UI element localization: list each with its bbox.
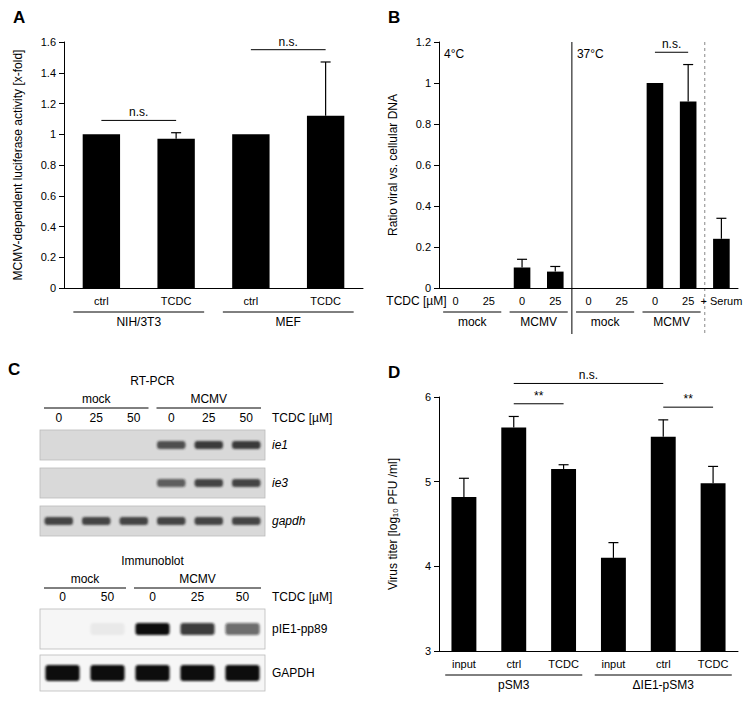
svg-text:1.2: 1.2 [416,36,431,48]
svg-text:37°C: 37°C [577,47,604,61]
svg-text:TCDC [µM]: TCDC [µM] [386,294,446,308]
svg-text:TCDC: TCDC [548,658,579,670]
svg-text:1.4: 1.4 [41,67,56,79]
svg-text:MCMV-dependent luciferase acti: MCMV-dependent luciferase activity [x-fo… [11,50,25,281]
svg-text:6: 6 [425,391,431,403]
svg-text:n.s.: n.s. [129,105,148,119]
svg-text:1: 1 [425,77,431,89]
svg-text:0: 0 [55,411,62,425]
svg-text:0: 0 [519,295,525,307]
svg-text:C: C [8,360,20,379]
svg-text:25: 25 [616,295,628,307]
svg-text:TCDC: TCDC [161,295,192,307]
svg-text:n.s.: n.s. [579,368,598,382]
svg-text:0: 0 [652,295,658,307]
svg-text:ie3: ie3 [272,476,288,490]
svg-text:GAPDH: GAPDH [272,666,315,680]
svg-text:**: ** [683,392,693,406]
svg-text:mock: mock [591,315,621,329]
svg-text:ctrl: ctrl [506,658,521,670]
svg-text:25: 25 [549,295,561,307]
svg-text:25: 25 [682,295,694,307]
svg-text:0.8: 0.8 [41,159,56,171]
svg-text:0: 0 [50,282,56,294]
svg-text:TCDC: TCDC [698,658,729,670]
svg-text:25: 25 [483,295,495,307]
svg-text:25: 25 [90,411,104,425]
svg-text:MCMV: MCMV [179,572,216,586]
svg-text:ΔIE1-pSM3: ΔIE1-pSM3 [633,678,695,692]
svg-text:A: A [13,8,25,27]
svg-text:pSM3: pSM3 [498,678,530,692]
svg-text:50: 50 [240,411,254,425]
svg-text:**: ** [534,389,544,403]
svg-text:n.s.: n.s. [279,35,298,49]
svg-text:0.2: 0.2 [41,251,56,263]
svg-text:50: 50 [236,590,250,604]
svg-text:4°C: 4°C [444,47,464,61]
svg-text:MCMV: MCMV [190,392,227,406]
svg-text:ie1: ie1 [272,438,288,452]
svg-text:0: 0 [59,590,66,604]
svg-text:50: 50 [127,411,141,425]
svg-text:n.s.: n.s. [662,37,681,51]
svg-text:0: 0 [425,282,431,294]
svg-text:D: D [388,363,400,382]
svg-text:TCDC: TCDC [310,295,341,307]
svg-text:0.4: 0.4 [416,200,431,212]
svg-text:Virus titer [log₁₀ PFU /ml]: Virus titer [log₁₀ PFU /ml] [386,458,400,590]
svg-text:0.4: 0.4 [41,221,56,233]
svg-text:input: input [601,658,625,670]
svg-text:input: input [452,658,476,670]
svg-text:0.2: 0.2 [416,241,431,253]
svg-text:ctrl: ctrl [244,295,259,307]
svg-text:mock: mock [82,392,112,406]
svg-text:ctrl: ctrl [94,295,109,307]
svg-text:5: 5 [425,476,431,488]
svg-text:TCDC [µM]: TCDC [µM] [272,590,332,604]
svg-text:pIE1-pp89: pIE1-pp89 [272,622,328,636]
svg-text:3: 3 [425,645,431,657]
svg-text:4: 4 [425,560,431,572]
svg-text:1.2: 1.2 [41,98,56,110]
svg-text:mock: mock [458,315,488,329]
svg-text:NIH/3T3: NIH/3T3 [116,315,161,329]
svg-text:Ratio viral vs. cellular DNA: Ratio viral vs. cellular DNA [386,94,400,236]
svg-text:0: 0 [149,590,156,604]
svg-text:MCMV: MCMV [653,315,690,329]
svg-text:RT-PCR: RT-PCR [130,374,175,388]
svg-text:ctrl: ctrl [656,658,671,670]
svg-text:0.6: 0.6 [41,190,56,202]
svg-text:0.8: 0.8 [416,118,431,130]
svg-text:25: 25 [191,590,205,604]
svg-text:0: 0 [453,295,459,307]
svg-text:+ Serum: + Serum [700,295,742,307]
svg-text:Immunoblot: Immunoblot [121,554,184,568]
svg-text:TCDC [µM]: TCDC [µM] [272,411,332,425]
svg-text:B: B [388,8,400,27]
svg-text:gapdh: gapdh [272,514,306,528]
svg-text:0: 0 [585,295,591,307]
svg-text:0: 0 [168,411,175,425]
svg-text:50: 50 [101,590,115,604]
svg-text:1: 1 [50,128,56,140]
svg-text:0.6: 0.6 [416,159,431,171]
svg-text:1.6: 1.6 [41,36,56,48]
svg-text:MCMV: MCMV [520,315,557,329]
svg-text:mock: mock [71,572,101,586]
svg-text:MEF: MEF [276,315,301,329]
svg-text:25: 25 [202,411,216,425]
